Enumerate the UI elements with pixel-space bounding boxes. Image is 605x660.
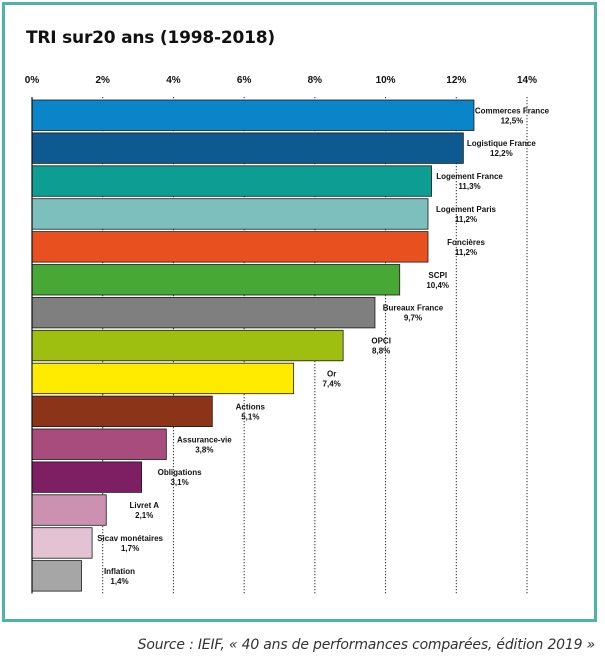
bar-value-label: 11,3% [458,182,480,191]
bar-value-label: 11,2% [455,248,477,257]
x-tick-label: 2% [95,75,110,86]
bar-category-label: Logement Paris [436,205,497,214]
x-tick-label: 12% [446,75,466,86]
x-axis-ticks: 0% 2% 4% 6% 8% 10% 12% 14% [25,75,537,86]
bar-value-label: 2,1% [135,511,153,520]
bar [31,494,107,526]
bar-category-label: OPCI [371,337,391,346]
bar-value-label: 1,7% [121,544,139,553]
bar-value-label: 12,5% [501,116,524,125]
bar-category-label: Logistique France [467,139,536,148]
bar-category-label: Or [327,369,336,378]
x-tick-label: 8% [308,75,323,86]
bar-category-label: Actions [236,402,266,411]
bar-value-label: 7,4% [323,379,341,388]
bar-category-label: Logement France [436,172,503,181]
x-tick-label: 10% [376,75,396,86]
bar-value-label: 12,2% [490,149,513,158]
bar [31,231,429,263]
bar-value-label: 8,8% [372,347,390,356]
bar [31,428,167,460]
bar [31,165,432,197]
bar-value-label: 10,4% [426,281,449,290]
x-tick-label: 4% [166,75,181,86]
bar-category-label: Assurance-vie [177,435,232,444]
x-tick-label: 14% [517,75,537,86]
bar-value-label: 1,4% [110,577,128,586]
bar [31,560,82,592]
bar-category-label: Bureaux France [383,304,444,313]
bar-value-label: 3,1% [170,478,188,487]
bar-value-label: 5,1% [241,412,259,421]
bar [31,395,213,428]
bar-value-label: 9,7% [404,314,422,323]
bar [31,99,475,131]
x-tick-label: 6% [237,75,252,86]
bar-value-label: 3,8% [195,445,213,454]
bar-category-label: Inflation [104,567,135,576]
bar [31,264,401,296]
bar-value-label: 11,2% [455,215,477,224]
bar-category-label: Obligations [158,468,203,477]
bar [31,362,295,395]
source-note: Source : IEIF, « 40 ans de performances … [137,637,596,653]
bar-category-label: Sicav monétaires [97,534,163,543]
bar-category-label: SCPI [428,271,447,280]
bar [31,198,429,230]
x-tick-label: 0% [25,75,40,86]
bar [31,132,464,164]
bar [31,461,143,493]
bar-category-label: Livret A [130,501,160,510]
bar-category-label: Commerces France [475,106,550,115]
bar [31,527,93,559]
bars [31,99,475,592]
bar [31,296,376,329]
bar-category-label: Foncières [447,238,485,247]
chart-title: TRI sur20 ans (1998-2018) [26,28,275,48]
bar [31,329,344,362]
